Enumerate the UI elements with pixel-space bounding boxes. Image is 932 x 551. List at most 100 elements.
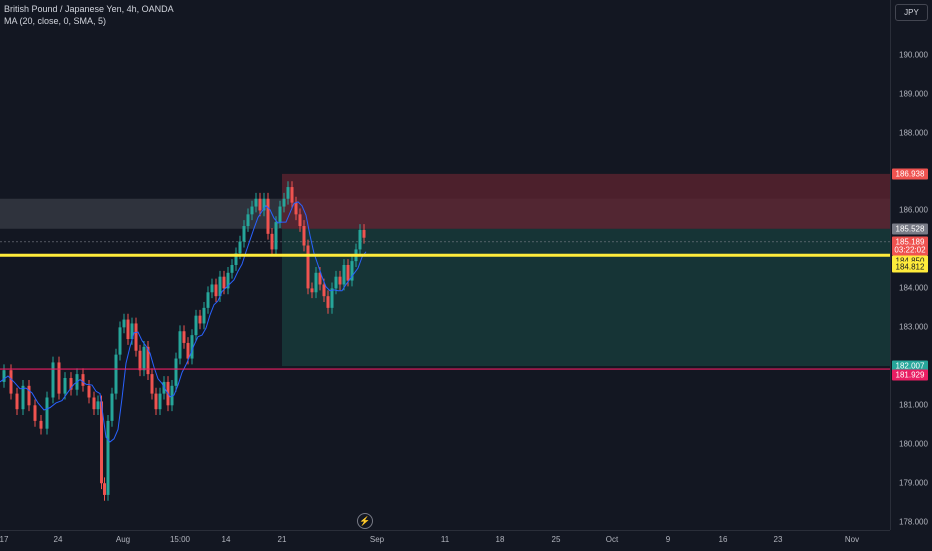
candle-body <box>138 350 142 371</box>
lightning-bolt-icon[interactable]: ⚡ <box>357 513 373 529</box>
candle-body <box>254 198 258 207</box>
price-tick: 183.000 <box>899 322 928 332</box>
candle-body <box>230 265 234 273</box>
candle-body <box>92 397 96 410</box>
candle-body <box>222 276 226 289</box>
time-label: 17 <box>0 535 9 544</box>
candle-body <box>57 362 61 394</box>
stop-loss-zone <box>282 173 890 229</box>
candle-body <box>350 261 354 281</box>
candle-body <box>142 346 146 371</box>
candle-body <box>15 393 19 410</box>
candle-body <box>234 253 238 265</box>
candle-body <box>118 327 122 355</box>
currency-button[interactable]: JPY <box>895 4 928 21</box>
candle-body <box>214 284 218 297</box>
time-label: 14 <box>221 535 231 544</box>
candle-body <box>322 284 326 297</box>
candle-body <box>210 284 214 293</box>
time-label: 21 <box>277 535 287 544</box>
time-label: 11 <box>440 535 450 544</box>
candle-body <box>150 374 154 394</box>
price-tick: 184.000 <box>899 283 928 293</box>
candle-body <box>330 288 334 308</box>
candle-body <box>2 370 6 382</box>
candle-body <box>290 187 294 203</box>
candle-body <box>266 198 270 234</box>
stop-loss-badge: 186.938 <box>892 168 928 180</box>
candle-body <box>114 354 118 394</box>
candle-body <box>358 229 362 250</box>
candle-body <box>274 222 278 250</box>
candle-body <box>154 393 158 410</box>
price-tick: 189.000 <box>899 89 928 99</box>
candle-body <box>96 401 100 410</box>
candle-body <box>178 331 182 359</box>
candle-body <box>294 202 298 215</box>
candle-body <box>242 226 246 242</box>
candle-body <box>262 198 266 211</box>
time-scale[interactable]: 17 24 Aug 15:00 14 21 Sep 11 18 25 Oct 9 16 23 Nov <box>0 530 890 551</box>
candle-body <box>342 265 346 285</box>
time-label: 18 <box>495 535 505 544</box>
entry-badge: 185.528 <box>892 223 928 235</box>
candle-body <box>238 241 242 254</box>
candle-body <box>286 187 290 199</box>
candle-body <box>202 307 206 324</box>
level-badge-1: 184.850 <box>892 255 928 267</box>
candle-body <box>226 272 230 289</box>
candle-body <box>126 319 130 340</box>
candle-body <box>194 315 198 336</box>
candle-body <box>146 346 150 375</box>
candle-body <box>190 335 194 359</box>
price-tick: 186.000 <box>899 205 928 215</box>
candle-body <box>81 374 85 386</box>
time-label: 23 <box>773 535 783 544</box>
time-label: 9 <box>665 535 671 544</box>
candle-body <box>198 315 202 324</box>
price-tick: 190.000 <box>899 50 928 60</box>
candle-body <box>103 483 106 495</box>
candle-body <box>63 378 67 394</box>
countdown-badge: 03:22:02 <box>892 244 928 256</box>
candle-body <box>182 331 186 343</box>
candle-body <box>346 265 350 281</box>
ma-line <box>0 201 367 443</box>
candle-body <box>318 272 322 285</box>
time-label: 15:00 <box>169 535 191 544</box>
candle-body <box>51 362 55 398</box>
price-tick: 181.000 <box>899 400 928 410</box>
candle-body <box>278 206 282 223</box>
candle-body <box>45 397 49 429</box>
candle-body <box>87 385 91 398</box>
candle-body <box>130 323 134 340</box>
level-badge-2: 184.812 <box>892 261 928 273</box>
candle-body <box>100 401 103 484</box>
candle-body <box>174 358 178 386</box>
candle-body <box>69 378 73 390</box>
candle-body <box>122 319 126 328</box>
candle-body <box>39 420 43 429</box>
candle-body <box>270 233 274 250</box>
candle-body <box>314 272 318 293</box>
candle-body <box>158 393 162 410</box>
candle-body <box>218 276 222 297</box>
candle-body <box>302 226 306 246</box>
candle-body <box>250 206 254 215</box>
candle-body <box>306 245 310 289</box>
candle-body <box>282 198 286 207</box>
ma-indicator-label[interactable]: MA (20, close, 0, SMA, 5) <box>4 15 107 26</box>
candle-body <box>206 292 210 308</box>
time-label: Aug <box>115 535 131 544</box>
chart-area[interactable]: British Pound / Japanese Yen, 4h, OANDA … <box>0 0 890 530</box>
price-tick: 179.000 <box>899 478 928 488</box>
support-badge: 181.929 <box>892 369 928 380</box>
candle-body <box>110 393 114 421</box>
candle-body <box>246 214 250 227</box>
legend: British Pound / Japanese Yen, 4h, OANDA … <box>4 4 174 27</box>
symbol-title[interactable]: British Pound / Japanese Yen, 4h, OANDA <box>4 4 174 14</box>
candle-body <box>334 276 338 289</box>
time-label: 24 <box>53 535 63 544</box>
chart-canvas[interactable] <box>0 0 890 530</box>
candle-body <box>21 385 25 410</box>
